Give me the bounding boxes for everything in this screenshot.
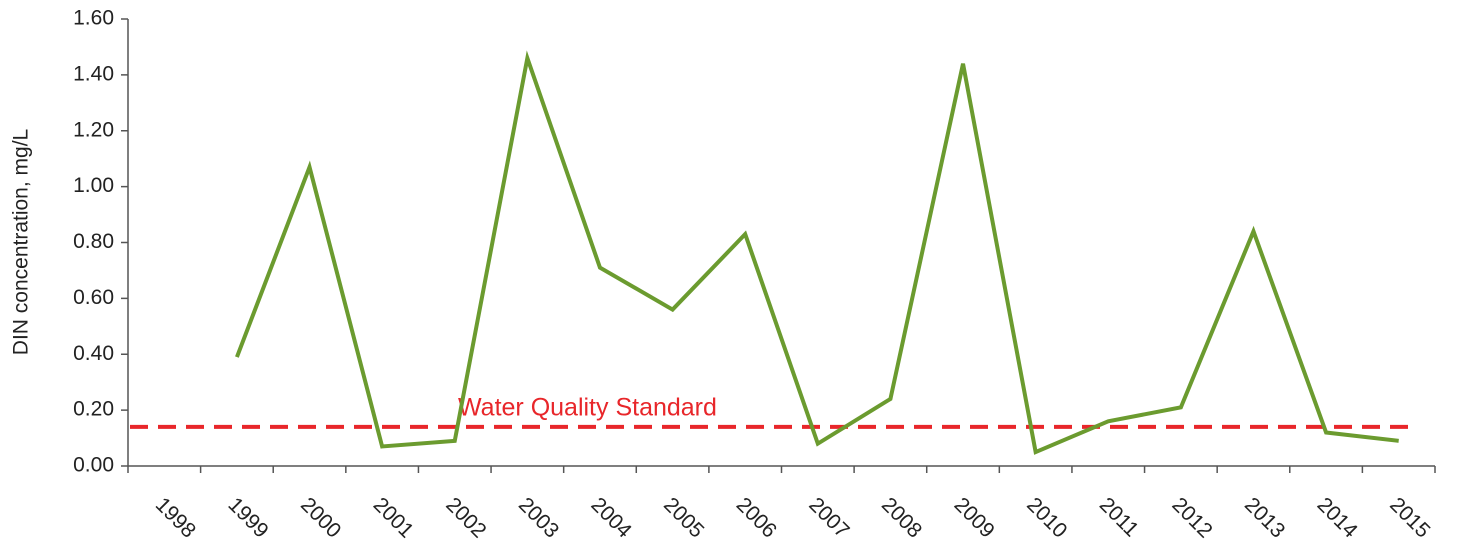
y-tick-label: 0.60 — [73, 286, 114, 309]
x-tick-label: 2010 — [1022, 493, 1071, 542]
x-tick-label: 1998 — [151, 493, 200, 542]
y-tick-label: 1.00 — [73, 174, 114, 197]
y-tick-label: 0.80 — [73, 230, 114, 253]
y-tick-label: 1.20 — [73, 118, 114, 141]
y-axis-label: DIN concentration, mg/L — [10, 129, 33, 355]
x-tick-label: 2009 — [950, 493, 999, 542]
x-tick-label: 1999 — [223, 493, 272, 542]
x-tick-label: 2000 — [296, 493, 345, 542]
y-tick-label: 1.60 — [73, 7, 114, 30]
x-tick-label: 2008 — [877, 493, 926, 542]
data-line — [235, 50, 1399, 455]
x-tick-label: 2001 — [369, 493, 418, 542]
x-tick-label: 2011 — [1095, 493, 1143, 541]
y-tick-label: 1.40 — [73, 62, 114, 85]
y-tick-label: 0.20 — [73, 398, 114, 421]
x-tick-label: 2002 — [441, 493, 490, 542]
x-tick-label: 2004 — [587, 493, 637, 543]
x-tick-label: 2006 — [732, 493, 781, 542]
x-tick-label: 2014 — [1313, 493, 1363, 543]
x-tick-label: 2003 — [514, 493, 563, 542]
x-tick-label: 2013 — [1240, 493, 1289, 542]
x-tick-label: 2005 — [659, 493, 708, 542]
reference-label: Water Quality Standard — [458, 393, 717, 421]
y-tick-label: 0.00 — [73, 454, 114, 477]
x-tick-label: 2007 — [804, 493, 853, 542]
x-tick-label: 2015 — [1385, 493, 1434, 542]
x-tick-label: 2012 — [1167, 493, 1216, 542]
y-tick-label: 0.40 — [73, 342, 114, 365]
